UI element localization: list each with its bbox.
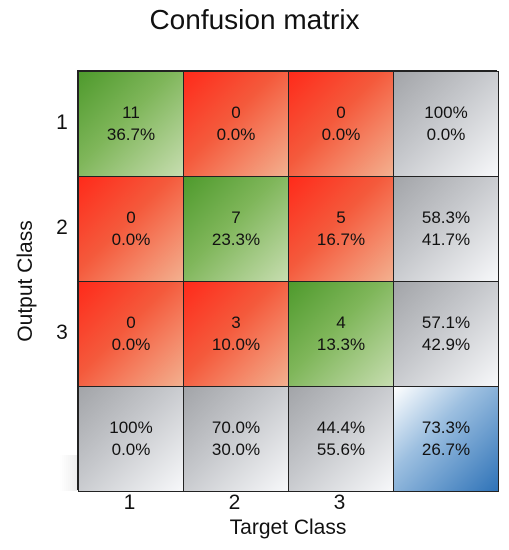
y-axis-label: Output Class <box>14 220 37 342</box>
matrix-cell-r2-c4: 58.3% 41.7% <box>393 176 499 282</box>
matrix-cell-r3-c3: 4 13.3% <box>288 281 394 387</box>
cell-percent: 23.3% <box>211 230 261 249</box>
cell-percent: 42.9% <box>421 335 471 354</box>
matrix-cell-r1-c2: 0 0.0% <box>183 71 289 177</box>
cell-count: 0 <box>126 208 136 227</box>
matrix-cell-r3-c1: 0 0.0% <box>78 281 184 387</box>
confusion-matrix-grid: 11 36.7% 0 0.0% 0 0.0% 100% 0.0% 0 0.0% 7 23.3% 5 16.… <box>77 70 499 492</box>
cell-percent: 36.7% <box>106 125 156 144</box>
cell-count: 5 <box>336 208 346 227</box>
matrix-cell-r2-c1: 0 0.0% <box>78 176 184 282</box>
matrix-cell-r4-c1: 100% 0.0% <box>78 386 184 492</box>
cell-count: 3 <box>231 313 241 332</box>
cell-percent: 0.0% <box>111 440 151 459</box>
cell-count: 44.4% <box>316 418 366 437</box>
cell-percent: 10.0% <box>211 335 261 354</box>
matrix-cell-r2-c2: 7 23.3% <box>183 176 289 282</box>
cell-percent: 41.7% <box>421 230 471 249</box>
matrix-cell-r3-c2: 3 10.0% <box>183 281 289 387</box>
matrix-cell-r4-c3: 44.4% 55.6% <box>288 386 394 492</box>
cell-count: 7 <box>231 208 241 227</box>
matrix-cell-r1-c3: 0 0.0% <box>288 71 394 177</box>
cell-count: 73.3% <box>421 418 471 437</box>
x-tick-label: 2 <box>228 491 241 514</box>
cell-count: 100% <box>424 103 468 122</box>
cell-count: 100% <box>109 418 153 437</box>
cell-percent: 26.7% <box>421 440 471 459</box>
cell-percent: 0.0% <box>426 125 466 144</box>
matrix-cell-r2-c3: 5 16.7% <box>288 176 394 282</box>
cell-count: 57.1% <box>421 313 471 332</box>
cell-percent: 16.7% <box>316 230 366 249</box>
cell-percent: 0.0% <box>321 125 361 144</box>
matrix-cell-r4-c4: 73.3% 26.7% <box>393 386 499 492</box>
matrix-cell-r3-c4: 57.1% 42.9% <box>393 281 499 387</box>
cell-percent: 0.0% <box>111 335 151 354</box>
cell-count: 58.3% <box>421 208 471 227</box>
y-tick-label: 3 <box>56 320 68 344</box>
y-tick-label: 2 <box>56 215 68 239</box>
x-axis-label: Target Class <box>229 516 347 539</box>
cell-count: 0 <box>231 103 241 122</box>
cell-count: 0 <box>126 313 136 332</box>
matrix-cell-r1-c1: 11 36.7% <box>78 71 184 177</box>
chart-title: Confusion matrix <box>149 4 360 35</box>
cell-percent: 13.3% <box>316 335 366 354</box>
cell-percent: 0.0% <box>111 230 151 249</box>
cell-percent: 55.6% <box>316 440 366 459</box>
x-tick-label: 1 <box>123 491 136 514</box>
y-tick-label: 1 <box>56 110 68 134</box>
cell-count: 4 <box>336 313 346 332</box>
cell-count: 70.0% <box>211 418 261 437</box>
matrix-cell-r4-c2: 70.0% 30.0% <box>183 386 289 492</box>
cell-count: 11 <box>122 103 140 122</box>
cell-count: 0 <box>336 103 346 122</box>
x-tick-label: 3 <box>333 491 346 514</box>
matrix-cell-r1-c4: 100% 0.0% <box>393 71 499 177</box>
cell-percent: 30.0% <box>211 440 261 459</box>
cell-percent: 0.0% <box>216 125 256 144</box>
